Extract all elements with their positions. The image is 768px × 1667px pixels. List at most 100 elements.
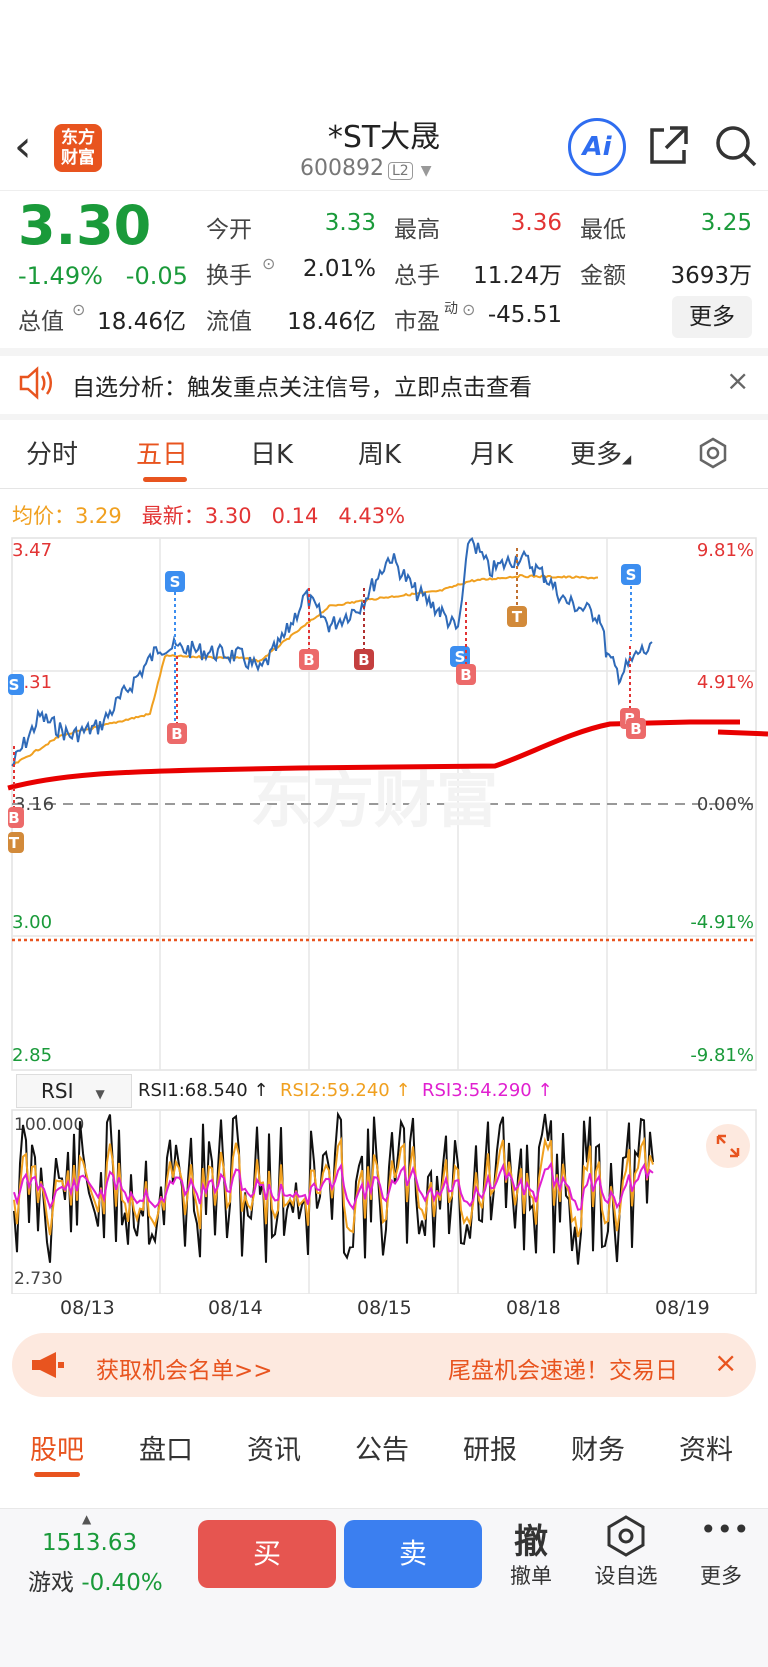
tab-day-k[interactable]: 日K — [250, 440, 294, 470]
y-tick-right: 0.00% — [697, 794, 754, 815]
turnover-label: 换手 — [206, 263, 252, 289]
y-tick-left: 3.00 — [12, 912, 52, 933]
current-price: 3.30 — [18, 194, 152, 257]
float-value: 18.46亿 — [287, 309, 376, 335]
rsi-selector[interactable]: RSI ▼ — [16, 1074, 132, 1108]
date-label: 08/18 — [506, 1297, 561, 1319]
svg-text:B: B — [171, 725, 182, 743]
sell-button[interactable]: 卖 — [344, 1520, 482, 1588]
date-label: 08/19 — [655, 1297, 710, 1319]
y-tick-left: 2.85 — [12, 1045, 52, 1066]
close-icon[interactable]: × — [714, 1346, 738, 1379]
divider — [0, 414, 768, 420]
index-value[interactable]: 1513.63 — [42, 1530, 138, 1556]
rsi-frame — [11, 1109, 757, 1294]
divider — [0, 488, 768, 489]
svg-text:B: B — [303, 651, 314, 669]
buy-button[interactable]: 买 — [198, 1520, 336, 1588]
latest-value: 3.30 — [204, 504, 252, 528]
rsi-selector-label: RSI — [41, 1079, 74, 1103]
open-label: 今开 — [206, 217, 252, 243]
y-tick-left: 3.16 — [14, 794, 54, 815]
date-label: 08/15 — [357, 1297, 412, 1319]
btab-guba[interactable]: 股吧 — [30, 1435, 84, 1466]
avg-value: 3.29 — [75, 504, 122, 528]
buy-marker[interactable] — [626, 718, 646, 739]
t-marker[interactable] — [8, 832, 24, 853]
caret-up-icon: ▲ — [82, 1512, 92, 1526]
chevron-down-icon: ▼ — [420, 163, 432, 179]
btab-profile[interactable]: 资料 — [679, 1435, 733, 1466]
avg-label: 均价： — [12, 504, 75, 528]
signal-markers[interactable]: S B B B S B T S B B S B T — [8, 548, 646, 853]
price-legend: 均价：3.29 最新：3.30 0.14 4.43% — [12, 500, 405, 530]
float-label: 流值 — [206, 309, 252, 335]
sell-marker[interactable] — [165, 571, 185, 592]
tab-month-k[interactable]: 月K — [470, 440, 514, 470]
notice-text[interactable]: 自选分析：触发重点关注信号，立即点击查看 — [72, 375, 532, 401]
stock-code[interactable]: 600892 L2 ▼ — [300, 156, 470, 181]
active-tab-indicator — [34, 1472, 80, 1477]
divider — [0, 348, 768, 356]
buy-marker[interactable] — [8, 807, 24, 828]
svg-text:T: T — [512, 608, 523, 626]
buy-marker[interactable] — [299, 649, 319, 670]
high-value: 3.36 — [510, 210, 562, 236]
tab-five-day[interactable]: 五日 — [136, 440, 189, 470]
amount-label: 金额 — [580, 263, 626, 289]
share-icon[interactable] — [646, 124, 690, 168]
btab-news[interactable]: 资讯 — [247, 1435, 301, 1466]
caret-icon: ◢ — [622, 452, 632, 466]
back-icon[interactable]: ‹ — [14, 121, 32, 172]
btab-announcement[interactable]: 公告 — [355, 1435, 409, 1466]
tab-week-k[interactable]: 周K — [358, 440, 402, 470]
expand-icon — [716, 1134, 740, 1158]
amount-value: 3693万 — [670, 263, 752, 289]
buy-marker[interactable] — [354, 649, 374, 670]
date-label: 08/13 — [60, 1297, 115, 1319]
banner-left-text[interactable]: 获取机会名单>> — [96, 1358, 273, 1384]
search-icon[interactable] — [714, 124, 758, 168]
add-watchlist-label[interactable]: 设自选 — [594, 1564, 658, 1588]
banner-right-text[interactable]: 尾盘机会速递！交易日 — [448, 1358, 678, 1384]
more-icon[interactable]: ••• — [700, 1513, 750, 1546]
ai-button[interactable]: Ai — [568, 118, 626, 176]
expand-button[interactable] — [706, 1124, 750, 1168]
settings-icon[interactable] — [696, 436, 730, 470]
sell-marker[interactable] — [621, 564, 641, 585]
info-icon[interactable]: ⊙ — [262, 254, 276, 273]
t-marker[interactable] — [507, 606, 527, 627]
price-change: -1.49% -0.05 — [18, 262, 188, 290]
rsi1-value: RSI1:68.540 ↑ — [138, 1080, 269, 1101]
rsi3-value: RSI3:54.290 ↑ — [422, 1080, 553, 1101]
info-icon[interactable]: ⊙ — [72, 300, 86, 319]
tab-fenshi[interactable]: 分时 — [26, 440, 79, 470]
tab-more[interactable]: 更多◢ — [570, 434, 631, 471]
pe-value: -45.51 — [487, 302, 562, 328]
btab-pankou[interactable]: 盘口 — [139, 1435, 193, 1466]
add-watchlist-icon[interactable] — [604, 1514, 648, 1558]
change-pct: -1.49% — [18, 262, 103, 290]
stock-code-text: 600892 — [300, 156, 384, 181]
close-icon[interactable]: × — [726, 364, 750, 397]
buy-marker[interactable] — [456, 664, 476, 685]
svg-text:B: B — [460, 666, 471, 684]
promo-banner[interactable] — [12, 1333, 756, 1397]
index-info[interactable]: 游戏 -0.40% — [28, 1563, 163, 1597]
info-icon[interactable]: ⊙ — [462, 300, 476, 319]
price-chart[interactable]: 东方财富 3.47 3.31 3.16 3.00 2.85 9.81% 4.91… — [0, 536, 768, 1084]
btab-finance[interactable]: 财务 — [571, 1435, 625, 1466]
svg-text:T: T — [9, 834, 20, 852]
open-value: 3.33 — [324, 210, 376, 236]
btab-research[interactable]: 研报 — [463, 1435, 517, 1466]
cancel-order-icon[interactable]: 撤 — [514, 1522, 548, 1562]
more-label[interactable]: 更多 — [700, 1564, 742, 1588]
mktcap-label: 总值 — [18, 309, 64, 335]
rsi-chart[interactable]: 100.000 2.730 — [0, 1108, 768, 1294]
y-tick-right: -4.91% — [690, 912, 754, 933]
cancel-order-label[interactable]: 撤单 — [510, 1564, 552, 1588]
more-quote-button[interactable]: 更多 — [672, 296, 752, 338]
buy-marker[interactable] — [167, 723, 187, 744]
level-badge: L2 — [387, 162, 413, 180]
sell-marker[interactable] — [8, 674, 24, 695]
